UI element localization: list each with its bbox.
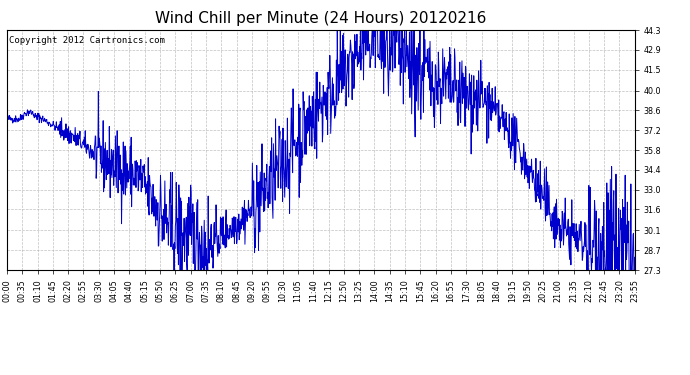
Text: Copyright 2012 Cartronics.com: Copyright 2012 Cartronics.com bbox=[9, 36, 165, 45]
Title: Wind Chill per Minute (24 Hours) 20120216: Wind Chill per Minute (24 Hours) 2012021… bbox=[155, 11, 486, 26]
